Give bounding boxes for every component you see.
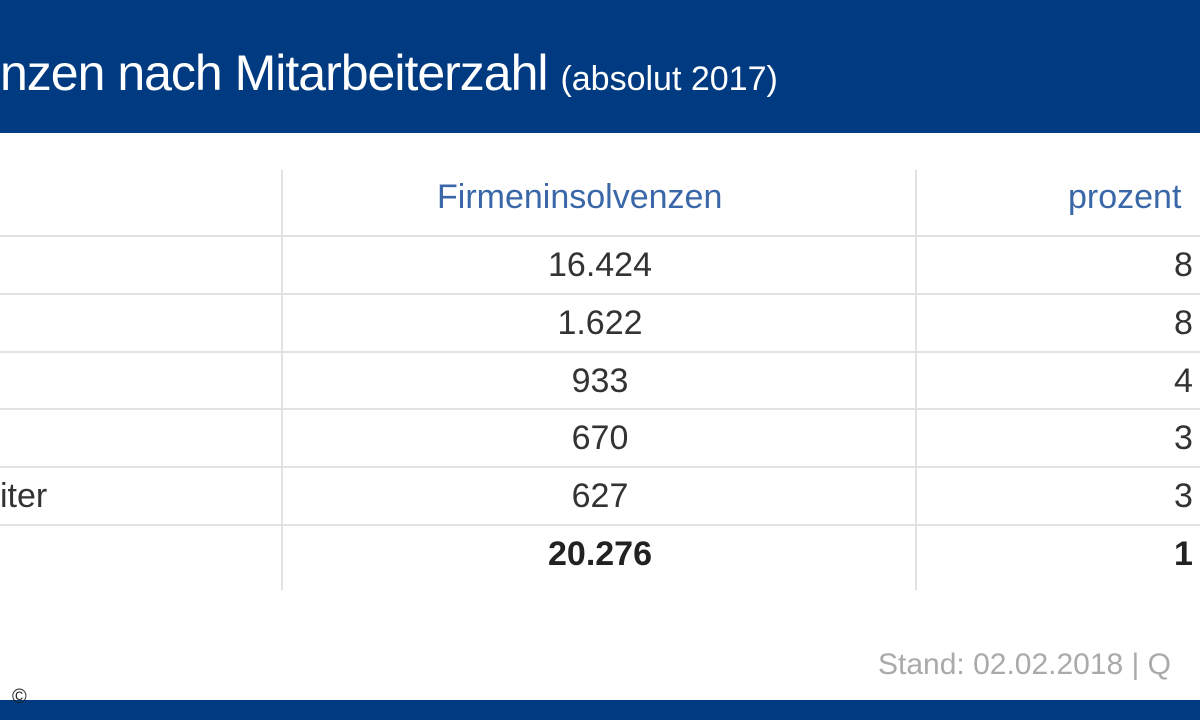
cell: 933 — [571, 361, 629, 400]
cell: 20.276 — [548, 535, 652, 573]
cell: 627 — [571, 477, 629, 516]
cell: 670 — [571, 419, 629, 458]
row-line — [0, 524, 1200, 526]
cell: 8 — [1174, 246, 1193, 284]
cell: 1.622 — [557, 303, 643, 342]
column-header: Firmeninsolvenzen — [437, 178, 723, 216]
copyright: © — [12, 686, 27, 708]
source-note: Stand: 02.02.2018 | Q — [878, 648, 1172, 681]
footer-bar — [0, 700, 1200, 720]
row-line — [0, 350, 1200, 353]
column-divider — [281, 170, 283, 590]
row-line — [0, 466, 1200, 469]
cell: 4 — [1174, 361, 1193, 400]
column-divider — [915, 170, 917, 590]
title-text: nzen nach Mitarbeiterzahl — [0, 45, 549, 101]
row-line — [0, 292, 1200, 295]
subtitle: (absolut 2017) — [560, 60, 778, 98]
column-header: prozent — [1068, 178, 1182, 216]
cell: 16.424 — [548, 246, 652, 284]
row-label: iter — [0, 477, 48, 516]
cell: 3 — [1174, 477, 1193, 516]
cell: 3 — [1174, 419, 1193, 458]
cell: 1 — [1174, 535, 1193, 573]
row-line — [0, 408, 1200, 411]
row-line — [0, 235, 1200, 237]
header-bar — [0, 0, 1200, 133]
title: nzen nach Mitarbeiterzahl (absolut 2017) — [0, 44, 778, 102]
cell: 8 — [1174, 303, 1193, 342]
